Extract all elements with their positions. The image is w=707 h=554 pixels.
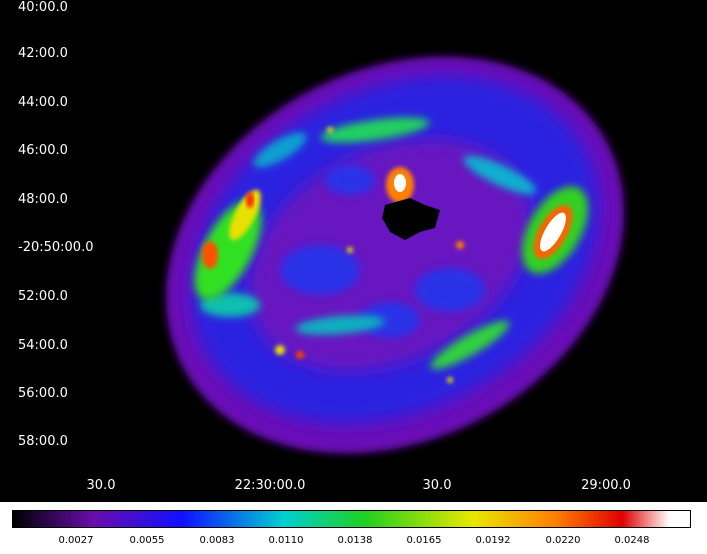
bright-specks (275, 127, 464, 383)
colorbar-label: 0.0138 (337, 535, 373, 546)
sky-image-panel[interactable]: 40:00.0 42:00.0 44:00.0 46:00.0 48:00.0 … (0, 0, 707, 502)
dec-tick-label: 54:00.0 (18, 338, 68, 353)
colorbar[interactable] (12, 510, 691, 528)
nebula-image (165, 56, 625, 454)
colorbar-label: 0.0192 (475, 535, 511, 546)
ra-tick-label: 29:00.0 (581, 478, 631, 493)
ra-tick-label: 30.0 (86, 478, 116, 493)
right-limb (522, 186, 588, 274)
dec-tick-label: 56:00.0 (18, 386, 68, 401)
dec-tick-label: -20:50:00.0 (18, 240, 94, 255)
dec-tick-label: 44:00.0 (18, 95, 68, 110)
ra-tick-label: 22:30:00.0 (234, 478, 306, 493)
colorbar-label: 0.0220 (545, 535, 581, 546)
colorbar-label: 0.0027 (58, 535, 94, 546)
dec-tick-label: 46:00.0 (18, 143, 68, 158)
dec-tick-label: 42:00.0 (18, 46, 68, 61)
colorbar-label: 0.0055 (129, 535, 165, 546)
dec-tick-label: 52:00.0 (18, 289, 68, 304)
ring-rim (200, 117, 537, 370)
dec-tick-label: 40:00.0 (18, 0, 68, 15)
colorbar-label: 0.0165 (406, 535, 442, 546)
colorbar-label: 0.0110 (268, 535, 304, 546)
central-knot (382, 167, 440, 240)
dec-tick-label: 48:00.0 (18, 192, 68, 207)
inner-mottling (280, 165, 485, 338)
colorbar-panel: 0.0027 0.0055 0.0083 0.0110 0.0138 0.016… (0, 502, 707, 554)
ra-tick-label: 30.0 (422, 478, 452, 493)
inner-cavity (248, 138, 532, 372)
left-limb (194, 189, 262, 300)
dec-tick-label: 58:00.0 (18, 434, 68, 449)
colorbar-label: 0.0083 (199, 535, 235, 546)
colorbar-label: 0.0248 (614, 535, 650, 546)
